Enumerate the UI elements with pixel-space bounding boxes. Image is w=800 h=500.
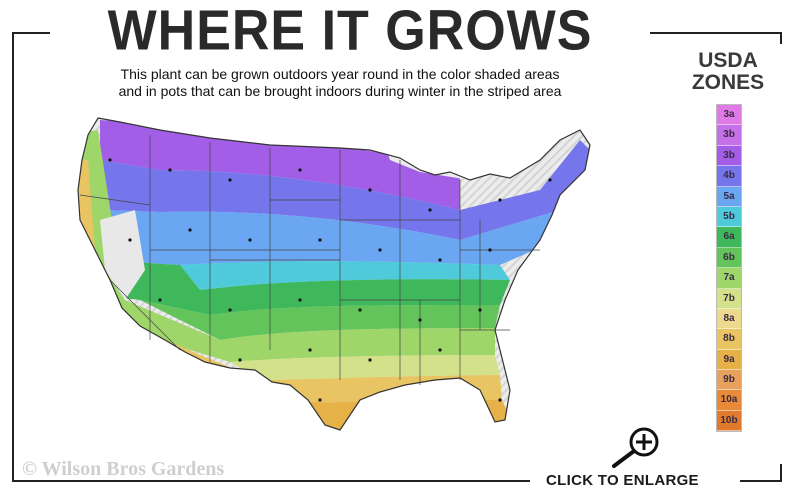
legend-zone-4b: 4b	[717, 166, 741, 187]
legend-zone-9b: 9b	[717, 370, 741, 391]
map-description: This plant can be grown outdoors year ro…	[40, 66, 640, 100]
legend-zone-6a: 6a	[717, 227, 741, 248]
zone-band-4b	[100, 140, 590, 240]
page-title: WHERE IT GROWS	[50, 0, 650, 65]
legend-zone-9a: 9a	[717, 349, 741, 371]
legend-zone-3b: 3b	[717, 125, 741, 146]
us-outline	[77, 117, 591, 431]
legend-title-line-2: ZONES	[691, 71, 765, 94]
legend-title-line-1: USDA	[698, 49, 758, 72]
zone-band-3b	[100, 120, 460, 210]
legend-zone-5b: 5b	[717, 206, 741, 228]
zone-bands	[78, 118, 590, 430]
legend-zone-5a: 5a	[717, 186, 741, 207]
legend-zone-7a: 7a	[717, 268, 741, 289]
copyright-watermark: © Wilson Bros Gardens	[22, 458, 225, 480]
zone-band-9a	[290, 400, 520, 430]
unshaded-west	[100, 210, 145, 300]
state-borders	[79, 135, 540, 385]
legend-zone-8a: 8a	[717, 308, 741, 330]
legend-zone-10a: 10a	[717, 390, 741, 411]
zone-band-7a	[78, 130, 495, 362]
description-line-1: This plant can be grown outdoors year ro…	[120, 66, 560, 82]
description-line-2: and in pots that can be brought indoors …	[118, 83, 562, 99]
legend-title: USDA ZONES	[678, 50, 778, 94]
city-dots	[108, 158, 552, 402]
enlarge-label-bg	[530, 466, 740, 498]
legend-zone-3a: 3a	[717, 105, 741, 126]
legend-zone-8b: 8b	[717, 329, 741, 350]
legend-zone-6b: 6b	[717, 247, 741, 269]
legend-zone-7b: 7b	[717, 288, 741, 309]
click-to-enlarge-link[interactable]: CLICK TO ENLARGE	[546, 472, 699, 489]
magnifier-plus-icon[interactable]	[606, 424, 666, 468]
zone-band-7b	[230, 355, 500, 380]
us-map-graphic	[77, 117, 591, 431]
usda-zone-map[interactable]	[40, 100, 680, 460]
legend-zone-10b: 10b	[717, 410, 741, 432]
legend-zone-3b: 3b	[717, 145, 741, 167]
zone-legend: 3a 3b 3b 4b 5a 5b 6a 6b 7a 7b 8a 8b 9a 9b 10a 10b	[716, 104, 742, 433]
zone-band-6a	[100, 260, 510, 315]
zone-band-6b	[140, 300, 500, 340]
zone-band-5b	[180, 261, 510, 290]
